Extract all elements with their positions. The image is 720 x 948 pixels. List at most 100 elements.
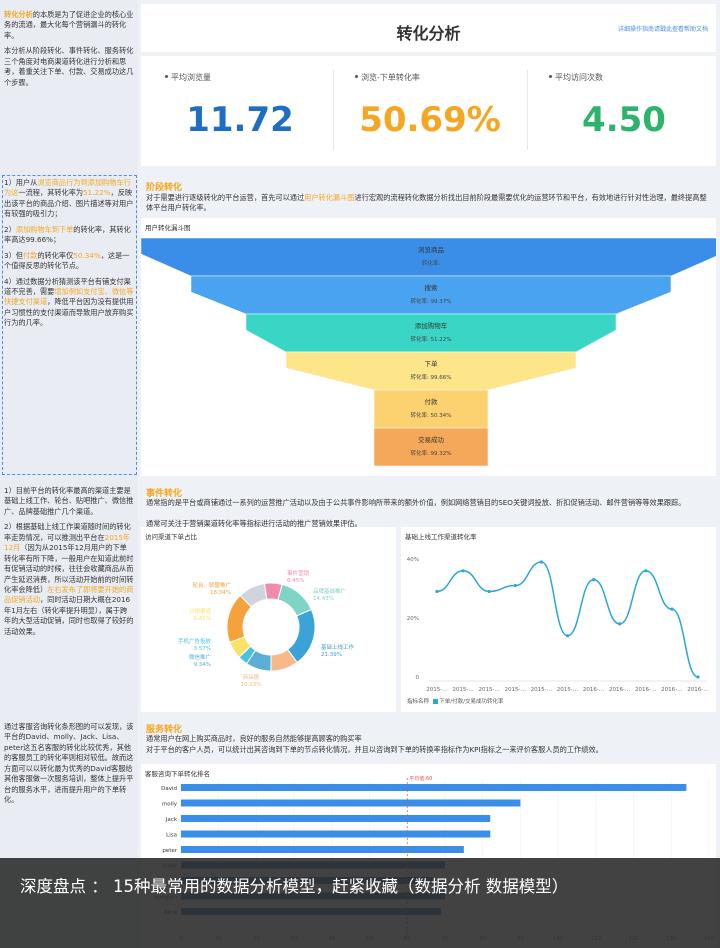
- funnel-layer-5: [373, 389, 489, 429]
- line-legend: 指标名称 下单/付款/交易成功转化率: [407, 699, 504, 705]
- event-findings: 1）目前平台的转化率最高的渠道主要是基础上线工作、轮台、贴吧推广、微信推广、品牌…: [4, 486, 134, 642]
- finding-4: 4）通过数据分析猜测该平台有铺支付渠道不完善，需要增加例如支付宝、微信等快捷支付…: [4, 276, 134, 328]
- data-point: [618, 622, 622, 626]
- data-point: [670, 607, 674, 611]
- funnel-layer-3: [245, 313, 617, 353]
- donut-label: 商品展: [243, 673, 260, 681]
- x-tick-label: 2016-…: [661, 687, 682, 693]
- category-label: Lisa: [166, 833, 177, 839]
- intro-rest: 的本质是为了促进企业的核心业务的流通，最大化每个营销漏斗的转化率。: [4, 10, 134, 40]
- help-link[interactable]: 详细操作指南请戳此查看帮助文档: [617, 26, 708, 33]
- donut-label: 微信推广: [189, 653, 212, 661]
- donut-pct: 14.43%: [313, 596, 334, 602]
- funnel-layer-rate: 转化率: 99.32%: [410, 449, 451, 457]
- x-tick-label: 2016-…: [635, 687, 656, 693]
- bullet-icon: [549, 75, 552, 78]
- donut-pct: 6.45%: [287, 578, 304, 584]
- kpi-value: 4.50: [582, 100, 666, 140]
- funnel-layer-label: 添加购物车: [415, 321, 448, 330]
- funnel-layer-4: [285, 351, 577, 391]
- donut-label: 手机广告投放: [178, 637, 212, 645]
- bar: [181, 830, 491, 838]
- category-label: Jack: [165, 817, 178, 823]
- intro-text: 转化分析的本质是为了促进企业的核心业务的流通，最大化每个营销漏斗的转化率。 本分…: [4, 10, 134, 93]
- funnel-layer-rate: 转化率: 99.37%: [410, 297, 451, 305]
- category-label: molly: [162, 802, 178, 808]
- x-tick-label: 2015-…: [505, 687, 526, 693]
- data-point: [513, 583, 517, 588]
- kpi-label: 平均访问次数: [555, 73, 603, 82]
- bullet-icon: [165, 75, 168, 78]
- donut-label: 基础上线工作: [321, 643, 355, 651]
- category-label: peter: [162, 848, 177, 854]
- x-tick-label: 2015-…: [557, 687, 578, 693]
- data-point: [644, 569, 648, 573]
- event-description-2: 通常可关注于营销渠道转化率等指标进行活动的推广营销效果评估。: [146, 519, 362, 528]
- donut-label: 轮台、联盟推广: [192, 581, 231, 589]
- donut-pct: 21.39%: [321, 652, 342, 658]
- funnel-layer-rate: 转化率: 51.22%: [410, 335, 451, 343]
- bar: [181, 815, 491, 822]
- data-point: [461, 569, 465, 573]
- funnel-panel: 用户转化漏斗图 浏览商品 转化率: 搜索 转化率: 99.37% 添加购物车 转化率: 5…: [141, 218, 716, 476]
- funnel-layer-1: [141, 237, 716, 277]
- data-point: [565, 634, 570, 638]
- funnel-layer-label: 搜索: [425, 283, 439, 292]
- kpi-label: 浏览-下单转化率: [361, 73, 420, 82]
- finding-3: 3）但付款的转化率仅50.34%，这是一个值得反思的转化节点。: [4, 250, 130, 271]
- line-chart: 0 20% 40% 2015-… 2015-… 2015-… 2015-… 2015-… 201…: [407, 557, 709, 693]
- y-tick-label: 20%: [407, 616, 419, 622]
- data-point: [487, 589, 491, 594]
- reference-label: 平均值:60: [409, 775, 432, 782]
- x-tick-label: 2016-…: [687, 687, 708, 693]
- funnel-title: 用户转化漏斗图: [145, 224, 191, 232]
- service-heading: 服务转化: [146, 725, 183, 735]
- event-heading: 事件转化: [146, 489, 183, 499]
- stage-description: 对于需要进行逐级转化的平台运营，首先可以通过用户转化漏斗图进行宏观的流程转化数据…: [146, 193, 707, 213]
- donut-pct: 10.13%: [241, 682, 262, 688]
- data-point: [539, 560, 543, 564]
- caption-overlay: 深度盘点 ： 15种最常用的数据分析模型，赶紧收藏（数据分析 数据模型）: [0, 858, 720, 948]
- series-line: [436, 561, 699, 678]
- donut-slice: [239, 582, 268, 608]
- kpi-value: 50.69%: [359, 100, 501, 140]
- funnel-layer-label: 付款: [425, 397, 439, 406]
- bar: [181, 846, 464, 853]
- legend-swatch-icon: [432, 699, 438, 704]
- donut-label: 事件营销: [287, 569, 310, 577]
- donut-panel: 访问渠道下单占比 事件营销 6.45% 品牌基础推广 14.43% 基础上线工作 21.3…: [141, 527, 396, 712]
- title-card: 转化分析 详细操作指南请戳此查看帮助文档: [141, 4, 716, 52]
- service-description-2: 对于平台的客户人员，可以统计出其咨询到下单的节点转化情况，并且以咨询到下单的转换…: [146, 745, 603, 754]
- funnel-layer-label: 浏览商品: [418, 245, 444, 254]
- finding-2: 2）添加购物车到下单的转化率，其转化率高达99.66%；: [4, 224, 131, 245]
- service-description-1: 通常用户在网上购买商品时，良好的服务自然能够提高顾客的购买率: [146, 734, 362, 743]
- kpi-divider: [333, 70, 334, 150]
- x-tick-label: 2015-…: [426, 687, 447, 693]
- kpi-label: 平均浏览量: [171, 73, 211, 82]
- intro-para2: 本分析从阶段转化、事件转化、服务转化三个角度对电商渠道转化进行分析和思考，着重关…: [4, 46, 134, 87]
- finding-1: 1）用户从浏览商品行为到添加购物车行为这一流程，其转化率为51.22%，反映出该…: [4, 178, 134, 219]
- funnel-layer-2: [190, 275, 672, 315]
- data-point: [696, 675, 700, 679]
- donut-pct: 9.34%: [194, 662, 211, 668]
- selection-frame[interactable]: [2, 175, 137, 475]
- kpi-avg-visits: 平均访问次数 4.50: [529, 56, 719, 166]
- stage-heading: 阶段转化: [146, 183, 183, 193]
- x-tick-label: 2015-…: [452, 687, 473, 693]
- x-tick-label: 2016-…: [583, 687, 604, 693]
- service-findings: 通过客服咨询转化条形图的可以发现，该平台的David、molly、Jack、Li…: [4, 722, 134, 811]
- donut-pct: 18.34%: [210, 590, 231, 596]
- funnel-layer-label: 下单: [425, 359, 439, 368]
- kpi-divider: [527, 70, 528, 150]
- line-panel: 基础上线工作渠道转化率 0 20% 40% 2015-… 2015-… 2015-… 201…: [401, 527, 716, 712]
- page-title: 转化分析: [396, 24, 461, 43]
- bar: [181, 784, 687, 791]
- donut-label: 品牌基础推广: [313, 587, 347, 595]
- x-tick-label: 2015-…: [478, 687, 499, 693]
- bar: [181, 799, 521, 807]
- y-tick-label: 0: [416, 675, 420, 681]
- insights-sidebar: 转化分析的本质是为了促进企业的核心业务的流通，最大化每个营销漏斗的转化率。 本分…: [0, 0, 138, 948]
- donut-label: 分销渠道: [189, 607, 212, 615]
- data-point: [435, 589, 439, 594]
